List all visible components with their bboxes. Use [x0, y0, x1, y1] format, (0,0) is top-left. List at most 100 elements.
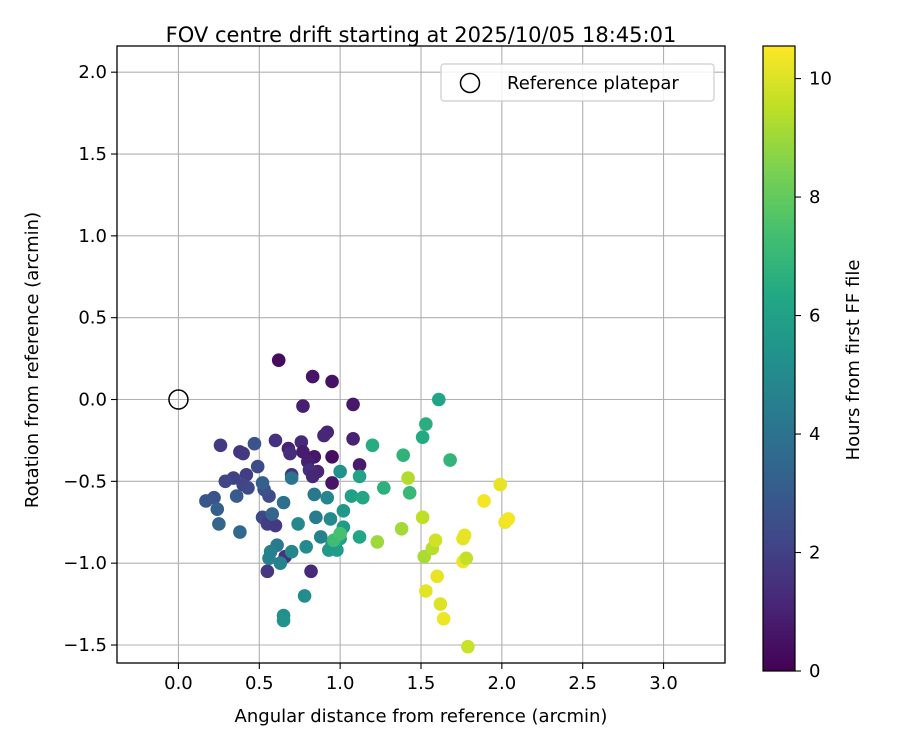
data-point [370, 535, 385, 549]
legend-label: Reference platepar [507, 73, 679, 94]
data-point [325, 476, 339, 490]
data-point [346, 397, 360, 412]
data-point [317, 428, 331, 443]
data-point [247, 436, 262, 451]
data-point [431, 392, 446, 407]
data-point [233, 525, 247, 539]
data-point [457, 528, 472, 543]
colorbar-tick-label: 2 [809, 543, 820, 564]
y-tick-label: −0.5 [63, 471, 107, 492]
data-point [415, 510, 430, 525]
data-point [265, 507, 280, 521]
colorbar-tick-label: 4 [809, 424, 820, 445]
y-tick-label: 0.0 [78, 390, 107, 411]
data-point [433, 597, 448, 611]
data-point [276, 495, 291, 510]
data-point [428, 533, 443, 548]
chart-title: FOV centre drift starting at 2025/10/05 … [166, 23, 677, 47]
y-tick-label: 2.0 [78, 62, 107, 83]
data-point [325, 449, 339, 464]
data-point [333, 526, 347, 541]
data-point [218, 474, 233, 489]
x-tick-label: 0.5 [245, 673, 274, 694]
data-point [365, 438, 380, 453]
data-point [415, 430, 430, 444]
data-point [255, 476, 270, 490]
colorbar-label: Hours from first FF file [843, 260, 864, 461]
data-point [352, 530, 367, 544]
data-point [304, 564, 318, 579]
data-point [493, 477, 508, 492]
data-point [352, 458, 367, 472]
data-point [443, 453, 457, 467]
data-point [250, 459, 265, 474]
y-tick-label: 0.5 [78, 308, 107, 329]
data-point [212, 517, 226, 531]
data-point [305, 369, 320, 384]
data-point [430, 569, 444, 584]
data-point [299, 540, 313, 554]
data-point [213, 438, 228, 453]
data-point [394, 521, 409, 536]
data-point [305, 469, 320, 484]
data-point [333, 464, 347, 479]
y-tick-label: 1.0 [78, 226, 107, 247]
data-point [291, 517, 305, 531]
data-point [401, 471, 415, 485]
data-point [268, 518, 283, 533]
colorbar [762, 45, 796, 672]
data-point [276, 613, 291, 628]
colorbar-tick-label: 0 [809, 661, 820, 682]
data-point [284, 471, 299, 485]
data-point [461, 639, 475, 654]
x-tick-label: 2.5 [568, 673, 597, 694]
data-point [260, 564, 275, 579]
y-tick-label: −1.5 [63, 635, 107, 656]
x-tick-label: 2.0 [488, 673, 517, 694]
data-point [477, 494, 491, 508]
data-point [344, 489, 359, 503]
data-point [323, 512, 338, 526]
data-point [210, 502, 225, 516]
x-tick-label: 3.0 [649, 673, 678, 694]
data-point [236, 446, 250, 461]
data-point [273, 556, 288, 570]
data-point [346, 431, 360, 446]
data-point [320, 490, 335, 505]
data-point [283, 446, 297, 461]
data-point [436, 612, 451, 626]
grid [117, 46, 725, 663]
data-point [297, 589, 312, 603]
y-axis-label: Rotation from reference (arcmin) [22, 212, 43, 508]
data-point [284, 544, 299, 559]
colorbar-tick-label: 10 [809, 69, 832, 90]
legend-reference-marker [459, 72, 481, 94]
data-point [459, 551, 474, 566]
data-point [296, 399, 310, 413]
reference-platepar-marker [168, 389, 189, 410]
data-point [402, 485, 417, 500]
data-point [396, 448, 411, 462]
data-point [419, 417, 433, 431]
data-point [268, 433, 283, 448]
data-point [262, 551, 276, 566]
data-point [355, 490, 370, 505]
y-axis-ticks: −1.5 −1.0 −0.5 0.0 0.5 1.0 1.5 2.0 [63, 62, 117, 656]
y-tick-label: 1.5 [78, 144, 107, 165]
data-point [377, 481, 391, 495]
data-point [199, 494, 213, 508]
data-point [501, 512, 516, 526]
data-point [229, 489, 244, 503]
y-tick-label: −1.0 [63, 553, 107, 574]
x-axis-ticks: 0.0 0.5 1.0 1.5 2.0 2.5 3.0 [164, 663, 678, 694]
data-point [271, 353, 286, 368]
data-point [241, 481, 255, 495]
colorbar-tick-label: 8 [809, 187, 820, 208]
x-axis-label: Angular distance from reference (arcmin) [235, 706, 608, 727]
reference-layer [168, 389, 189, 410]
data-point [309, 510, 323, 525]
x-tick-label: 0.0 [164, 673, 193, 694]
data-point [336, 503, 351, 518]
